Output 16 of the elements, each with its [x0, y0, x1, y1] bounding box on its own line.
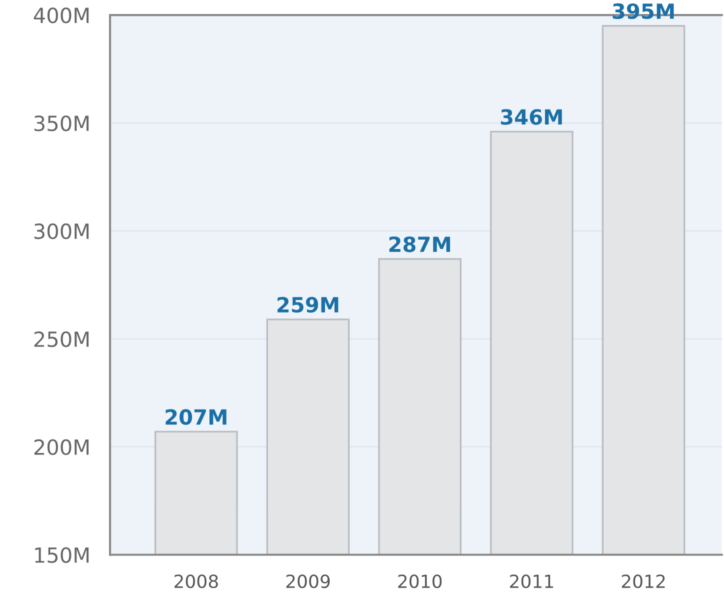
x-tick-label: 2010 — [398, 574, 442, 588]
x-tick-label: 2008 — [174, 574, 218, 588]
y-tick-label: 250M — [34, 331, 89, 348]
y-tick-label: 300M — [34, 223, 89, 240]
y-tick-label: 350M — [34, 115, 89, 132]
y-tick-label: 200M — [34, 439, 89, 456]
data-label: 287M — [389, 236, 450, 252]
x-tick-label: 2011 — [510, 574, 554, 588]
y-tick-label: 150M — [35, 547, 89, 563]
data-label: 395M — [612, 3, 674, 20]
data-label: 207M — [166, 409, 226, 425]
x-tick-label: 2009 — [286, 574, 330, 588]
data-label: 346M — [500, 109, 562, 125]
x-tick-label: 2012 — [622, 574, 665, 588]
y-tick-label: 400M — [34, 8, 89, 24]
data-label: 259M — [278, 296, 338, 313]
